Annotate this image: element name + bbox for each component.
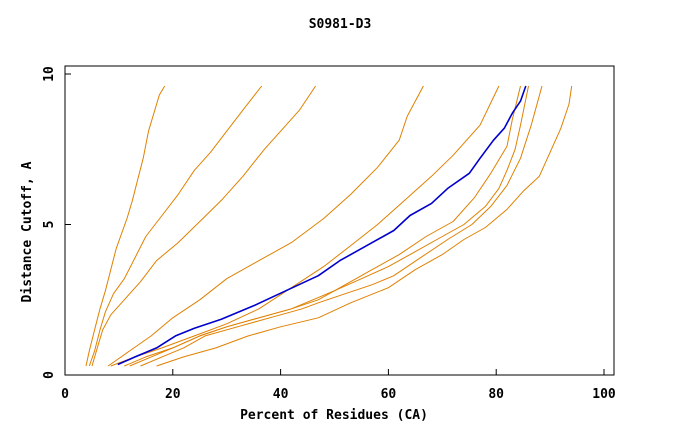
series-line-model-08 — [129, 85, 529, 367]
x-tick-label: 40 — [273, 387, 289, 402]
x-tick-label: 80 — [488, 387, 504, 402]
x-tick-label: 20 — [165, 387, 181, 402]
series-line-model-03 — [91, 85, 317, 367]
series-line-model-01 — [85, 85, 166, 367]
y-tick-label: 0 — [42, 371, 57, 379]
x-tick-label: 0 — [61, 387, 69, 402]
axis-ticks: 0 20 40 60 80 100 0 5 10 — [42, 66, 616, 402]
y-axis-label: Distance Cutoff, A — [20, 161, 35, 302]
x-tick-label: 100 — [592, 387, 616, 402]
series-line-model-09 — [140, 85, 543, 367]
chart-title: S0981-D3 — [309, 17, 372, 32]
y-tick-label: 5 — [42, 221, 57, 229]
series-line-model-10 — [156, 85, 573, 367]
series-group — [85, 85, 573, 367]
y-tick-label: 10 — [42, 66, 57, 82]
x-axis-label: Percent of Residues (CA) — [240, 408, 428, 423]
series-line-model-04 — [107, 85, 424, 367]
x-tick-label: 60 — [381, 387, 397, 402]
series-line-highlight-model-06 — [117, 85, 527, 366]
plot-area-frame — [64, 65, 615, 376]
series-line-model-05 — [110, 85, 500, 367]
series-line-model-02 — [88, 85, 263, 367]
